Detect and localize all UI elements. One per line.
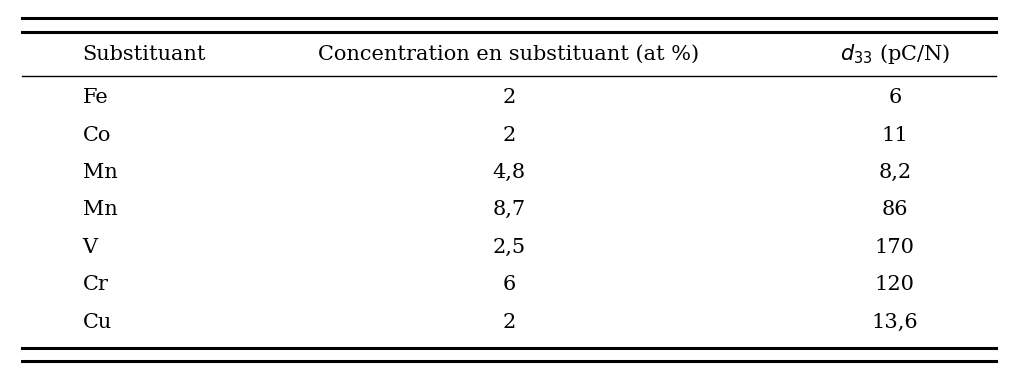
Text: Fe: Fe: [82, 88, 108, 107]
Text: 11: 11: [882, 126, 908, 145]
Text: 170: 170: [874, 238, 915, 257]
Text: 2: 2: [502, 313, 516, 332]
Text: 13,6: 13,6: [871, 313, 918, 332]
Text: 2,5: 2,5: [493, 238, 525, 257]
Text: Co: Co: [82, 126, 111, 145]
Text: Concentration en substituant (at %): Concentration en substituant (at %): [319, 45, 699, 64]
Text: Mn: Mn: [82, 163, 117, 182]
Text: V: V: [82, 238, 98, 257]
Text: Cr: Cr: [82, 275, 109, 294]
Text: 6: 6: [888, 88, 901, 107]
Text: 2: 2: [502, 126, 516, 145]
Text: 2: 2: [502, 88, 516, 107]
Text: Substituant: Substituant: [82, 45, 206, 64]
Text: 86: 86: [882, 200, 908, 219]
Text: Cu: Cu: [82, 313, 112, 332]
Text: 120: 120: [874, 275, 915, 294]
Text: 8,7: 8,7: [493, 200, 525, 219]
Text: 4,8: 4,8: [493, 163, 525, 182]
Text: 6: 6: [502, 275, 516, 294]
Text: 8,2: 8,2: [879, 163, 911, 182]
Text: Mn: Mn: [82, 200, 117, 219]
Text: $d_{33}$ (pC/N): $d_{33}$ (pC/N): [840, 42, 950, 66]
